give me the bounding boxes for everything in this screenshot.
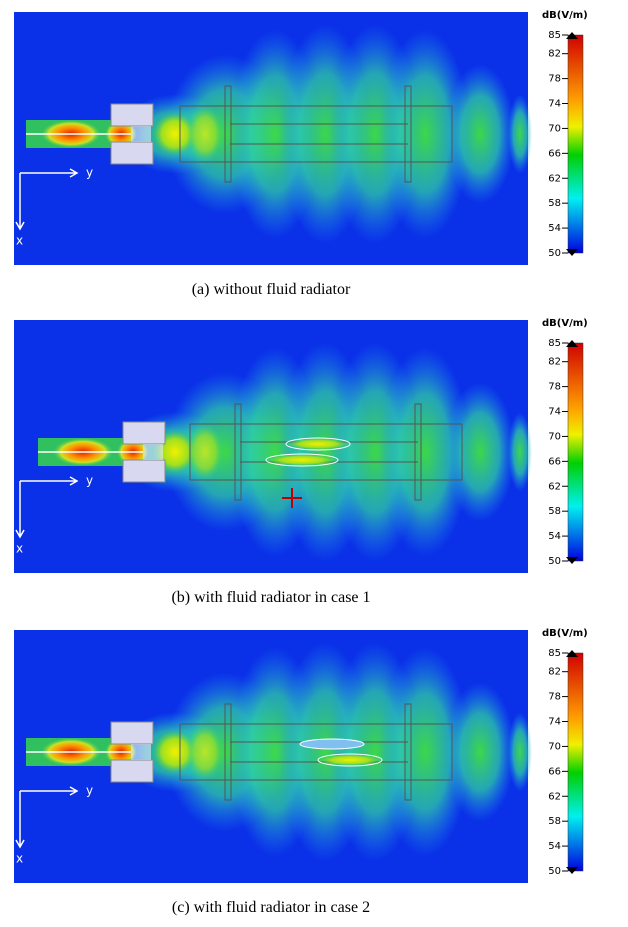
colorbar-unit: dB(V/m)	[542, 10, 588, 21]
field-core	[187, 424, 223, 480]
antenna-outline	[189, 423, 463, 481]
colorbar-tick-label: 85	[548, 30, 561, 41]
panel: y x dB(V/m) 85 82 78 74 70 66 62 58 54 50 (c) with fl…	[14, 628, 588, 916]
field-lobe	[445, 682, 515, 822]
colorbar-tick-label: 78	[548, 74, 561, 85]
caption: (c) with fluid radiator in case 2	[172, 899, 370, 916]
fluid-radiator	[265, 453, 339, 467]
probe-marker	[282, 488, 302, 508]
colorbar-tick-label: 58	[548, 816, 561, 827]
colorbar-tick-label: 54	[548, 531, 561, 542]
antenna-plate	[404, 703, 412, 801]
antenna-plate	[224, 85, 232, 183]
colorbar-tick-label: 70	[548, 123, 561, 134]
antenna-plate	[414, 403, 422, 501]
transition	[110, 141, 154, 165]
axis-label: y	[86, 784, 93, 798]
colorbar-tick-label: 50	[548, 556, 561, 567]
transition	[131, 744, 151, 760]
colorbar-tick-label: 74	[548, 407, 561, 418]
fluid-radiator	[299, 738, 365, 750]
axis-arrow	[15, 786, 79, 849]
transition	[110, 103, 154, 127]
antenna-plate	[224, 703, 232, 801]
transition	[110, 759, 154, 783]
axis-label: x	[16, 234, 23, 248]
transition	[131, 126, 151, 142]
field-core	[153, 112, 197, 156]
colorbar-unit: dB(V/m)	[542, 318, 588, 329]
colorbar-tick-label: 58	[548, 506, 561, 517]
colorbar-tick-label: 74	[548, 717, 561, 728]
colorbar-tick-label: 66	[548, 456, 561, 467]
colorbar-tick-label: 85	[548, 338, 561, 349]
transition	[122, 421, 166, 445]
colorbar-tick-label: 82	[548, 357, 561, 368]
colorbar-tick-label: 82	[548, 667, 561, 678]
colorbar-tick-label: 62	[548, 173, 561, 184]
colorbar-tick-label: 66	[548, 766, 561, 777]
axis-label: y	[86, 166, 93, 180]
colorbar-tick-label: 66	[548, 148, 561, 159]
field-lobe	[445, 382, 515, 522]
field-lobe	[508, 412, 532, 492]
fluid-radiator	[285, 437, 351, 451]
antenna-outline	[179, 723, 453, 781]
fluid-radiator	[317, 753, 383, 767]
colorbar-tick-label: 78	[548, 382, 561, 393]
colorbar-tick-label: 54	[548, 223, 561, 234]
colorbar-tick-label: 78	[548, 692, 561, 703]
field-core	[153, 730, 197, 774]
transition	[110, 721, 154, 745]
caption: (b) with fluid radiator in case 1	[171, 589, 370, 606]
caption: (a) without fluid radiator	[192, 281, 351, 298]
colorbar-tick-label: 50	[548, 866, 561, 877]
colorbar-tick-label: 70	[548, 741, 561, 752]
colorbar	[567, 652, 584, 872]
antenna-outline	[179, 105, 453, 163]
transition	[143, 444, 163, 460]
axis-arrow	[15, 168, 79, 231]
field-core	[187, 106, 223, 162]
colorbar-tick-label: 54	[548, 841, 561, 852]
colorbar-tick-label: 82	[548, 49, 561, 60]
antenna-plate	[234, 403, 242, 501]
field-lobe	[380, 647, 470, 857]
antenna-plate	[404, 85, 412, 183]
colorbar-tick-label: 58	[548, 198, 561, 209]
colorbar	[567, 34, 584, 254]
colorbar-tick-label: 74	[548, 99, 561, 110]
field-lobe	[508, 712, 532, 792]
field-lobe	[445, 64, 515, 204]
field-lobe	[380, 29, 470, 239]
colorbar-tick-label: 85	[548, 648, 561, 659]
field-lobe	[380, 347, 470, 557]
colorbar-tick-label: 62	[548, 791, 561, 802]
field-lobe	[508, 94, 532, 174]
transition	[122, 459, 166, 483]
panel: y x dB(V/m) 85 82 78 74 70 66 62 58 54 50 (b) with fl…	[14, 318, 588, 606]
colorbar-tick-label: 50	[548, 248, 561, 259]
colorbar-tick-label: 70	[548, 431, 561, 442]
axis-arrow	[15, 476, 79, 539]
axis-label: y	[86, 474, 93, 488]
field-core	[187, 724, 223, 780]
colorbar	[567, 342, 584, 562]
colorbar-tick-label: 62	[548, 481, 561, 492]
colorbar-unit: dB(V/m)	[542, 628, 588, 639]
panel: y x dB(V/m) 85 82 78 74 70 66 62 58 54 50 (a) without…	[14, 10, 588, 298]
axis-label: x	[16, 542, 23, 556]
axis-label: x	[16, 852, 23, 866]
